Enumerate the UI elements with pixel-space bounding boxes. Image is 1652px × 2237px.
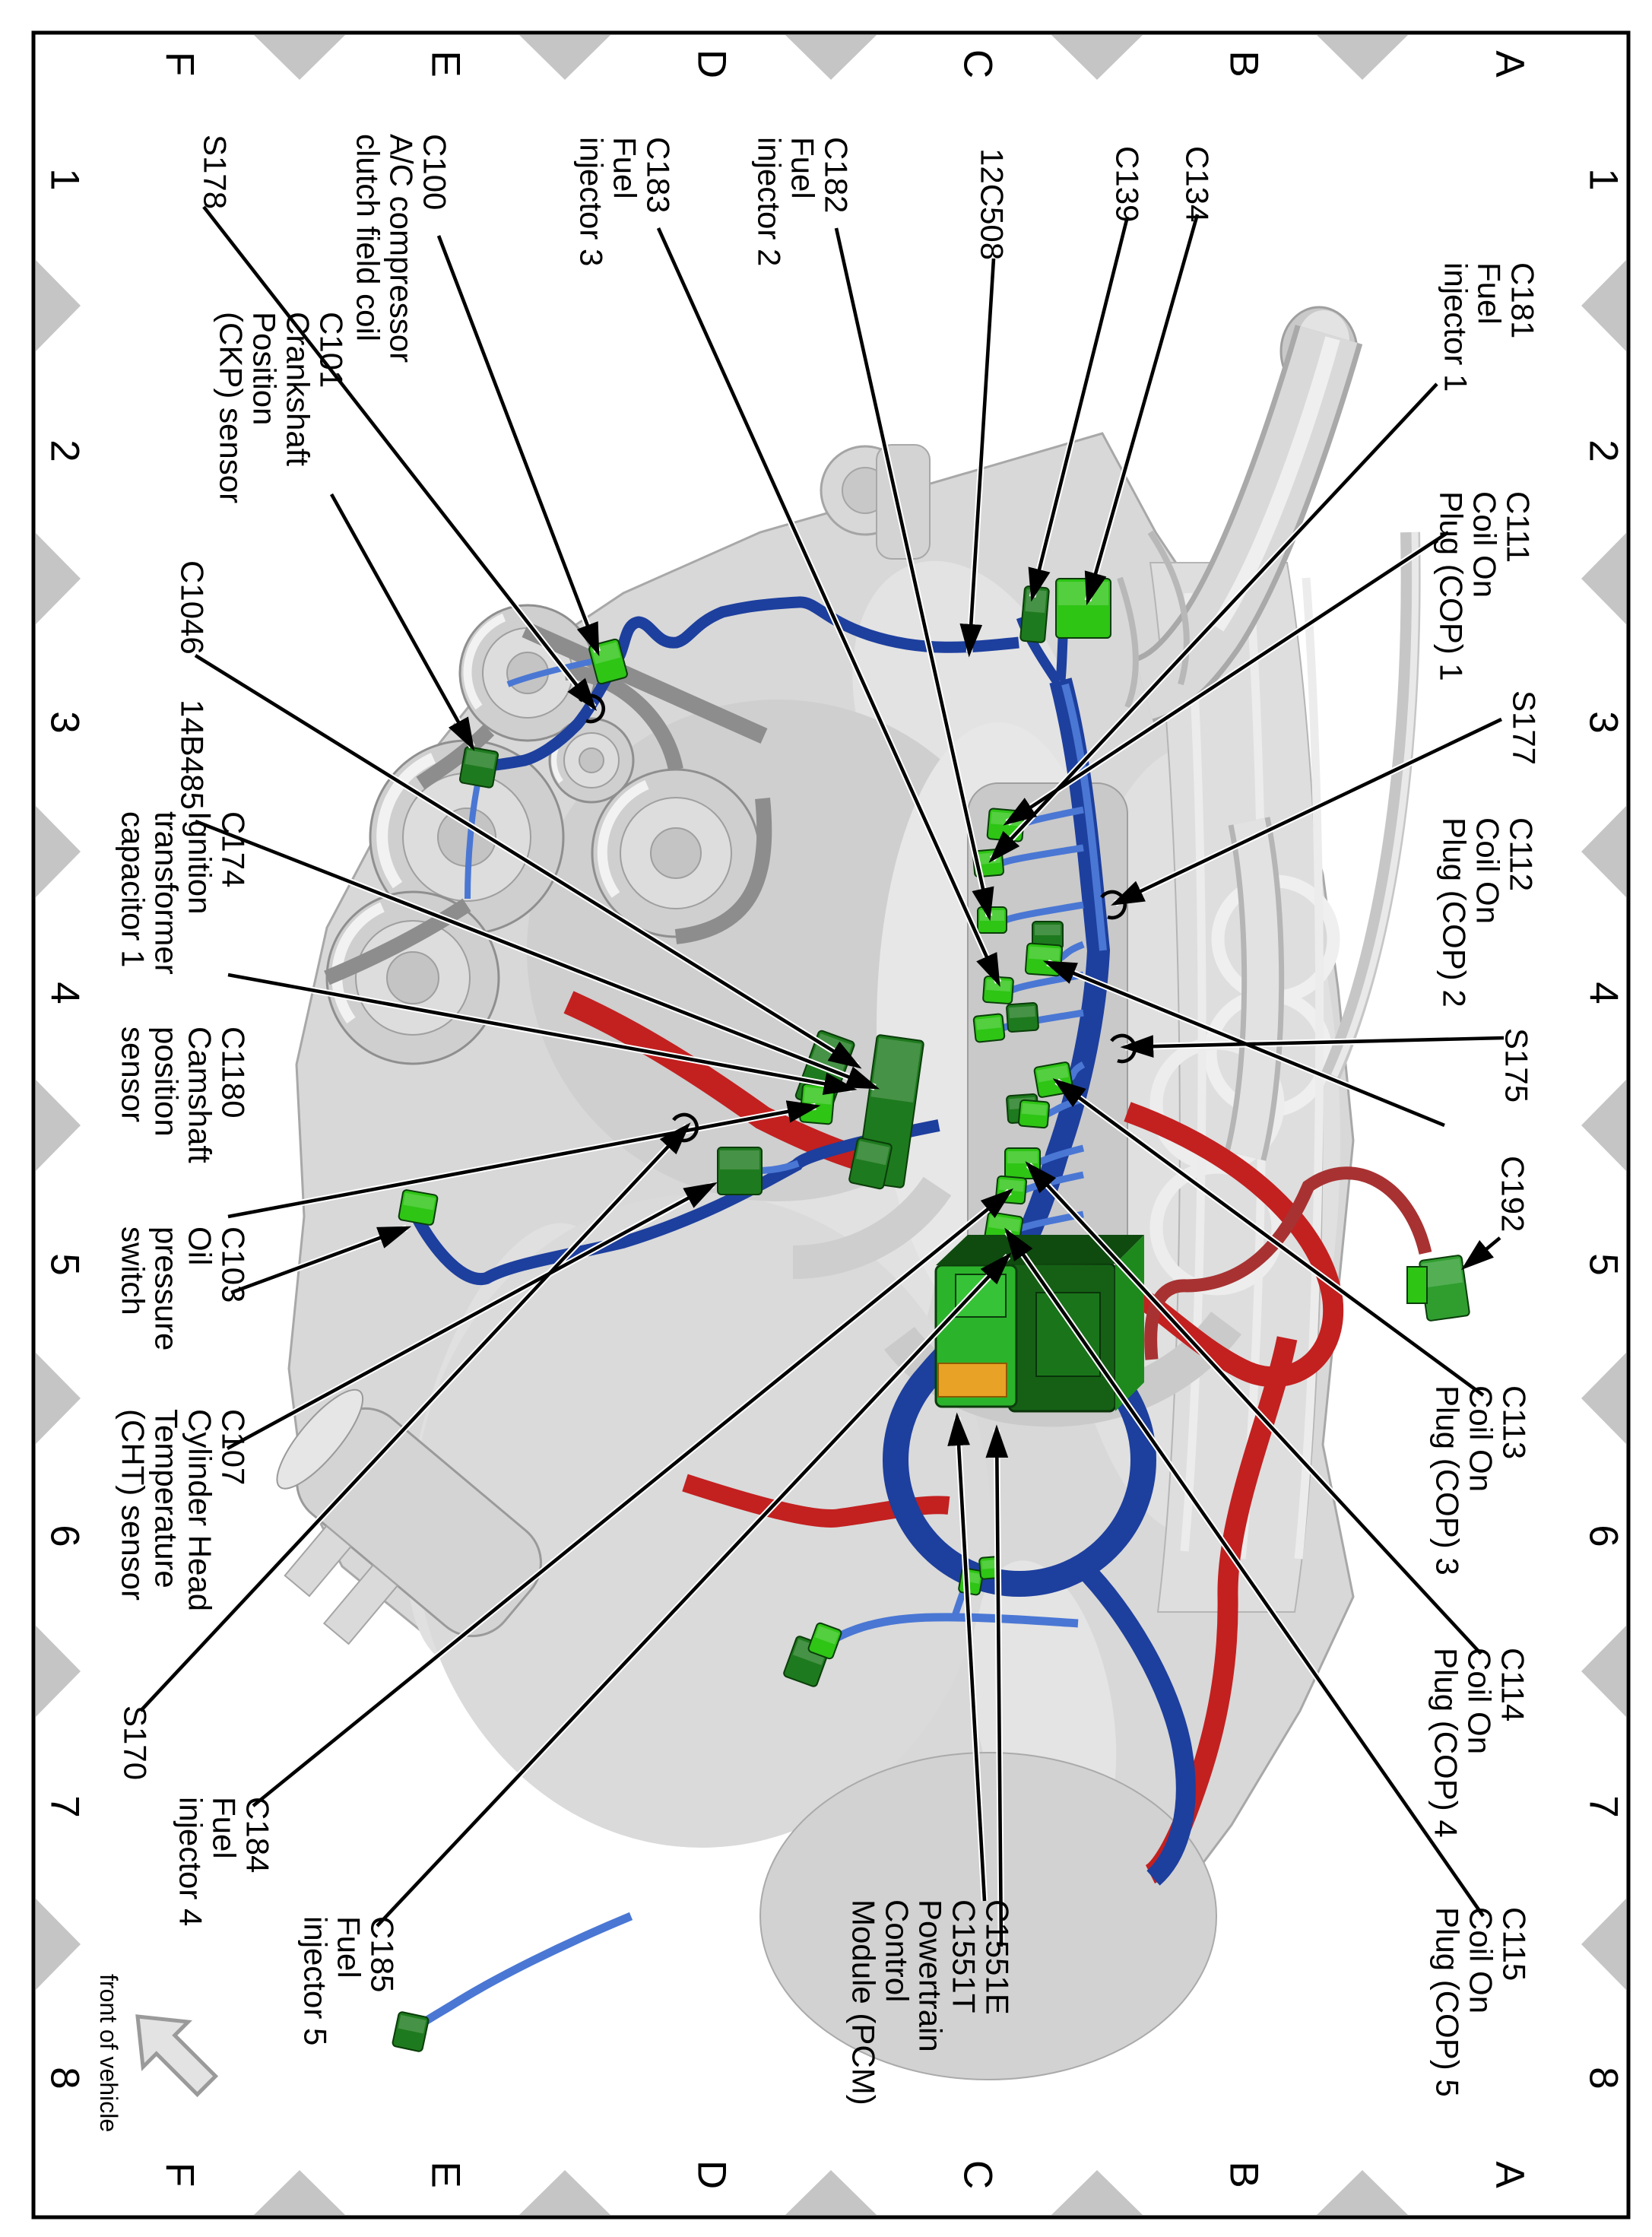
svg-text:Control: Control — [880, 1899, 915, 2002]
svg-text:Temperature: Temperature — [149, 1409, 185, 1588]
svg-text:A: A — [1488, 2161, 1533, 2188]
svg-text:capacitor 1: capacitor 1 — [116, 811, 151, 967]
svg-text:Crankshaft: Crankshaft — [281, 312, 316, 466]
svg-text:C115: C115 — [1497, 1907, 1533, 1981]
svg-text:Fuel: Fuel — [785, 137, 821, 199]
svg-text:Plug (COP) 5: Plug (COP) 5 — [1430, 1907, 1466, 2097]
svg-text:D: D — [690, 2160, 734, 2189]
svg-text:Powertrain: Powertrain — [913, 1899, 949, 2052]
svg-text:Plug (COP) 1: Plug (COP) 1 — [1434, 491, 1470, 681]
svg-text:1: 1 — [1581, 168, 1626, 190]
svg-text:8: 8 — [1581, 2067, 1626, 2089]
svg-text:Coil On: Coil On — [1462, 1648, 1498, 1754]
svg-text:B: B — [1222, 2161, 1267, 2188]
svg-text:C185: C185 — [365, 1916, 401, 1992]
svg-text:C112: C112 — [1504, 817, 1539, 891]
svg-text:C1551T: C1551T — [946, 1899, 982, 2013]
svg-text:C114: C114 — [1495, 1648, 1531, 1721]
svg-text:clutch field coil: clutch field coil — [350, 134, 386, 341]
svg-text:S177: S177 — [1507, 690, 1543, 765]
svg-text:C1551E: C1551E — [980, 1899, 1016, 2015]
svg-text:(CKP) sensor: (CKP) sensor — [214, 312, 249, 503]
svg-text:injector 1: injector 1 — [1438, 262, 1474, 392]
svg-text:C174: C174 — [216, 811, 252, 887]
svg-text:D: D — [690, 49, 734, 78]
svg-text:Fuel: Fuel — [331, 1916, 367, 1978]
svg-text:Plug (COP) 4: Plug (COP) 4 — [1428, 1648, 1464, 1838]
svg-text:E: E — [423, 2161, 468, 2188]
svg-text:S175: S175 — [1499, 1028, 1535, 1103]
svg-text:(CHT) sensor: (CHT) sensor — [116, 1409, 151, 1601]
svg-text:3: 3 — [43, 711, 87, 733]
svg-text:5: 5 — [43, 1253, 87, 1275]
svg-text:Fuel: Fuel — [1472, 262, 1508, 325]
svg-text:C1046: C1046 — [175, 560, 211, 655]
svg-text:Camshaft: Camshaft — [182, 1026, 218, 1163]
svg-text:C1180: C1180 — [216, 1026, 252, 1118]
svg-text:C107: C107 — [216, 1409, 252, 1485]
svg-text:2: 2 — [1581, 439, 1626, 462]
svg-text:1: 1 — [43, 168, 87, 190]
svg-text:injector 4: injector 4 — [173, 1797, 209, 1926]
svg-text:A/C compressor: A/C compressor — [384, 134, 420, 363]
svg-text:A: A — [1488, 50, 1533, 78]
svg-text:6: 6 — [1581, 1525, 1626, 1547]
svg-text:14B485: 14B485 — [175, 700, 211, 810]
svg-text:C139: C139 — [1110, 146, 1146, 222]
svg-text:5: 5 — [1581, 1253, 1626, 1275]
svg-text:Coil On: Coil On — [1463, 1385, 1499, 1492]
svg-text:S178: S178 — [198, 135, 233, 209]
svg-text:Ignition: Ignition — [182, 811, 218, 914]
svg-text:Coil On: Coil On — [1467, 491, 1503, 598]
svg-text:B: B — [1222, 50, 1267, 77]
svg-text:front of vehicle: front of vehicle — [95, 1974, 122, 2132]
svg-text:Coil On: Coil On — [1470, 817, 1506, 924]
svg-text:4: 4 — [1581, 982, 1626, 1004]
svg-text:C192: C192 — [1495, 1156, 1531, 1232]
svg-text:C183: C183 — [641, 137, 677, 213]
svg-text:C100: C100 — [417, 134, 453, 210]
svg-text:C184: C184 — [240, 1797, 276, 1873]
svg-text:switch: switch — [116, 1226, 151, 1315]
svg-text:Fuel: Fuel — [607, 137, 643, 199]
svg-text:C111: C111 — [1501, 491, 1536, 563]
svg-text:injector 3: injector 3 — [574, 137, 610, 266]
svg-text:Coil On: Coil On — [1463, 1907, 1499, 2013]
svg-text:8: 8 — [43, 2067, 87, 2089]
svg-text:Fuel: Fuel — [207, 1797, 243, 1859]
svg-text:Module (PCM): Module (PCM) — [846, 1899, 882, 2105]
svg-text:injector 2: injector 2 — [752, 137, 788, 266]
svg-text:sensor: sensor — [116, 1026, 151, 1122]
svg-text:pressure: pressure — [149, 1226, 185, 1350]
svg-text:Cylinder Head: Cylinder Head — [182, 1409, 218, 1611]
svg-text:12C508: 12C508 — [975, 148, 1010, 260]
svg-text:4: 4 — [43, 982, 87, 1004]
svg-text:C181: C181 — [1505, 262, 1541, 338]
svg-text:C134: C134 — [1180, 146, 1216, 222]
svg-text:7: 7 — [43, 1795, 87, 1817]
svg-text:position: position — [149, 1026, 185, 1137]
svg-text:Position: Position — [247, 312, 283, 425]
svg-text:6: 6 — [43, 1525, 87, 1547]
svg-text:C101: C101 — [314, 312, 350, 388]
svg-text:7: 7 — [1581, 1795, 1626, 1817]
svg-text:C103: C103 — [216, 1226, 252, 1303]
svg-text:F: F — [157, 52, 202, 76]
svg-text:Plug (COP) 3: Plug (COP) 3 — [1430, 1385, 1466, 1575]
svg-text:S170: S170 — [118, 1706, 154, 1780]
svg-text:Plug (COP) 2: Plug (COP) 2 — [1437, 817, 1473, 1007]
svg-text:C182: C182 — [819, 137, 855, 213]
svg-text:injector 5: injector 5 — [298, 1916, 334, 2045]
svg-text:3: 3 — [1581, 711, 1626, 733]
svg-text:Oil: Oil — [182, 1226, 218, 1265]
svg-text:transformer: transformer — [149, 811, 185, 975]
svg-text:C: C — [956, 49, 1000, 78]
svg-text:2: 2 — [43, 439, 87, 462]
svg-text:C113: C113 — [1497, 1385, 1533, 1459]
svg-text:E: E — [423, 50, 468, 77]
svg-text:F: F — [157, 2162, 202, 2187]
svg-text:C: C — [956, 2160, 1000, 2189]
